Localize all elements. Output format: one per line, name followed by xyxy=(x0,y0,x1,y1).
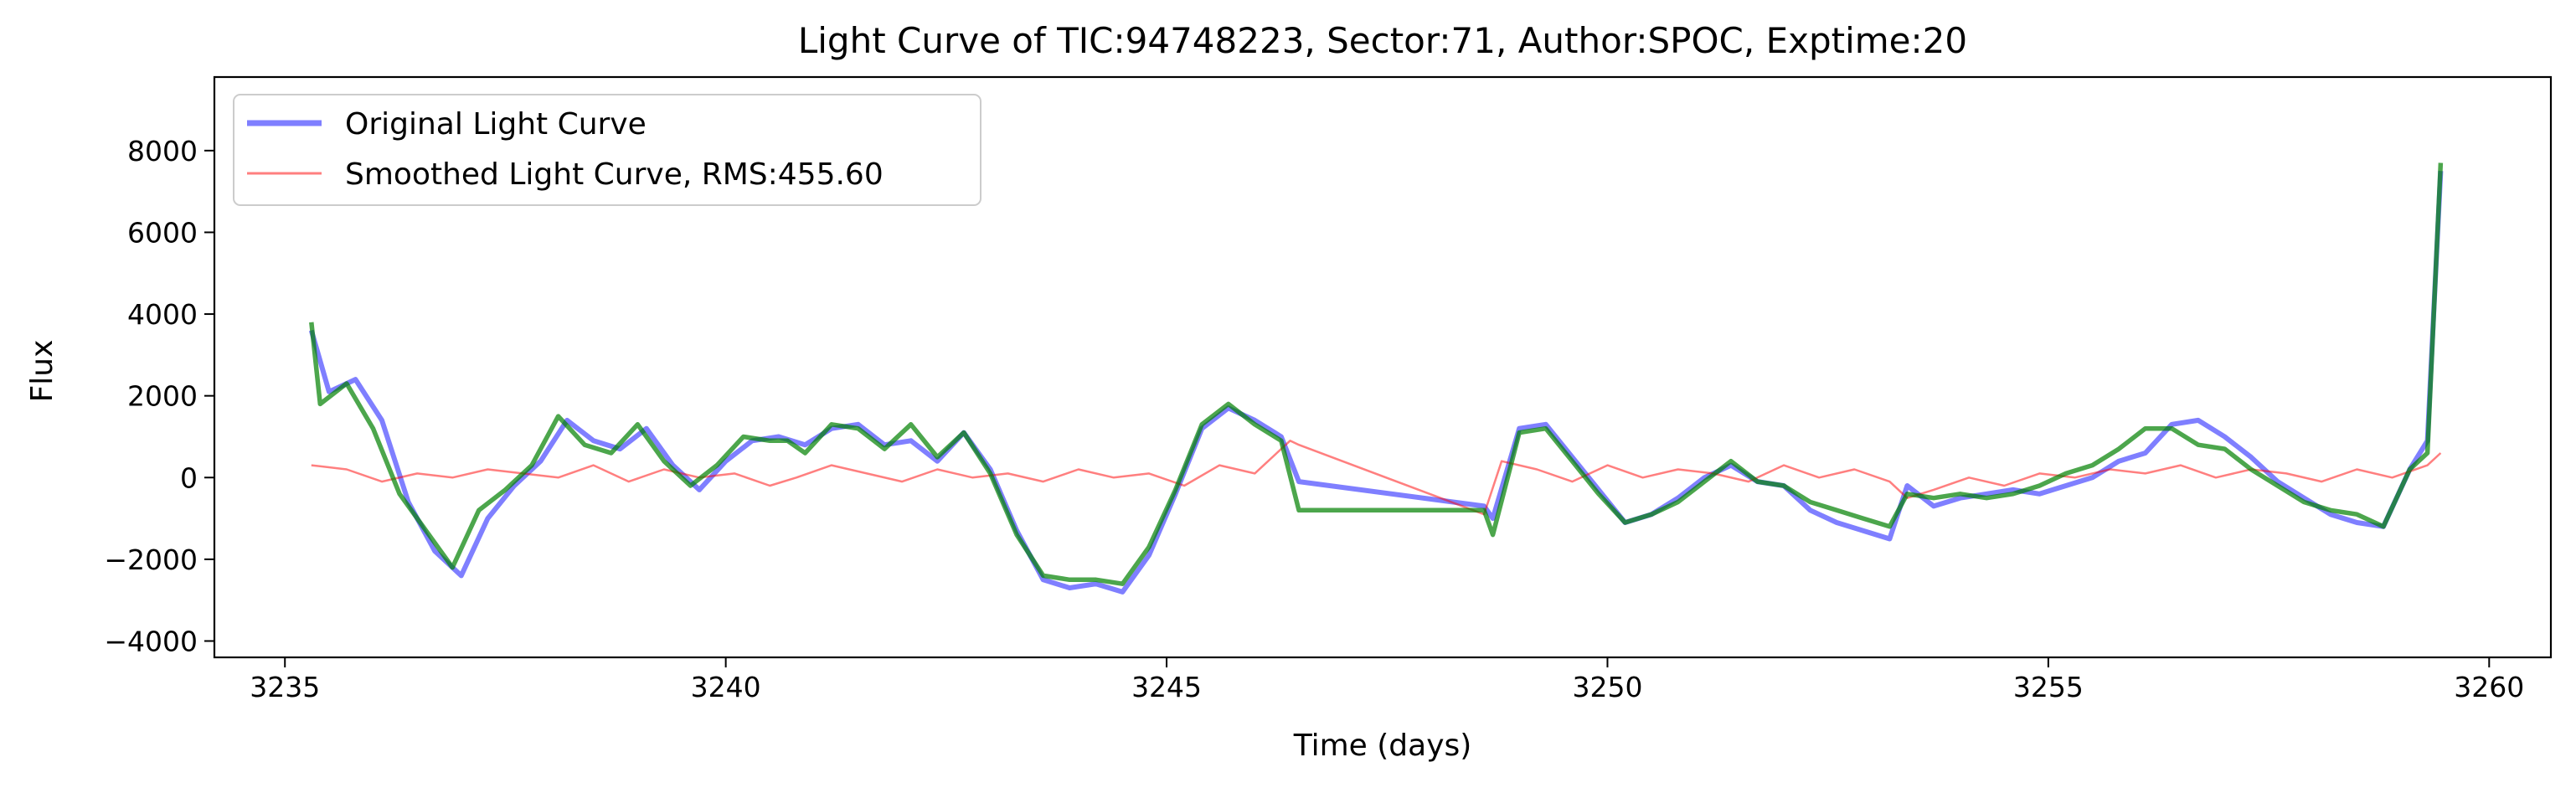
smoothed-light-curve-line xyxy=(311,440,2442,516)
x-tick-label: 3240 xyxy=(691,671,761,703)
y-axis: −4000 −2000 0 2000 4000 6000 8000 xyxy=(104,135,214,657)
x-tick-label: 3250 xyxy=(1572,671,1642,703)
y-tick-label: 8000 xyxy=(127,135,198,167)
legend: Original Light Curve Smoothed Light Curv… xyxy=(233,94,981,206)
plot-area xyxy=(213,75,2553,659)
series-layer xyxy=(308,162,2444,595)
x-tick-label: 3245 xyxy=(1131,671,1202,703)
x-tick-label: 3235 xyxy=(250,671,320,703)
legend-label-smoothed: Smoothed Light Curve, RMS:455.60 xyxy=(345,157,884,192)
plot-frame xyxy=(213,75,2553,659)
x-tick-label: 3255 xyxy=(2013,671,2084,703)
y-tick-label: 0 xyxy=(180,461,198,494)
x-axis-label: Time (days) xyxy=(1293,729,1472,763)
y-tick-label: 4000 xyxy=(127,298,198,331)
y-tick-label: 6000 xyxy=(127,216,198,249)
legend-box xyxy=(233,94,981,206)
legend-label-original: Original Light Curve xyxy=(345,107,647,142)
chart-title: Light Curve of TIC:94748223, Sector:71, … xyxy=(798,20,1967,61)
y-tick-label: 2000 xyxy=(127,380,198,413)
y-tick-label: −2000 xyxy=(104,543,198,576)
y-axis-label: Flux xyxy=(25,340,59,403)
x-axis: 3235 3240 3245 3250 3255 3260 xyxy=(250,657,2524,703)
trend-line xyxy=(309,162,2444,586)
y-tick-label: −4000 xyxy=(104,625,198,657)
x-tick-label: 3260 xyxy=(2454,671,2524,703)
